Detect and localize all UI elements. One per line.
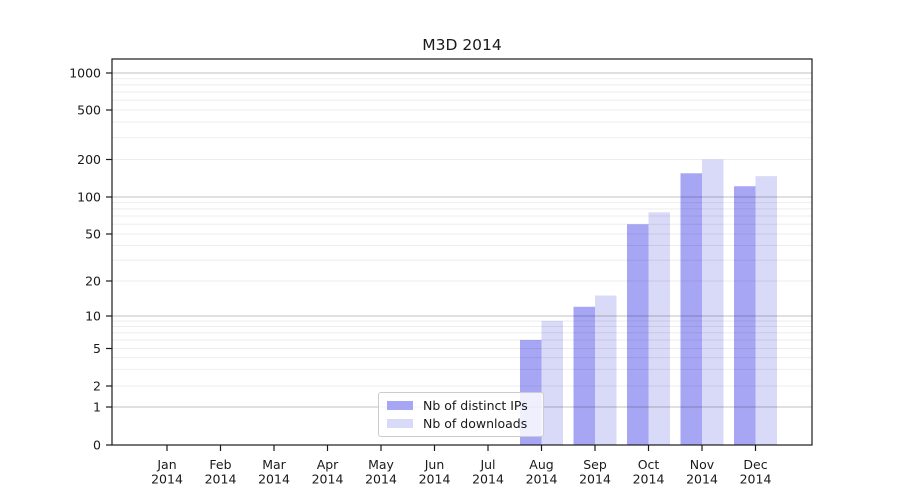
x-tick-label: Mar 2014 <box>258 457 290 487</box>
y-tick-label: 10 <box>85 309 101 324</box>
chart-legend: Nb of distinct IPs Nb of downloads <box>378 392 544 437</box>
bar-downloads-oct <box>648 212 670 445</box>
y-tick-label: 50 <box>85 227 101 242</box>
bar-distinct-ips-nov <box>680 173 702 445</box>
y-tick-label: 2 <box>93 379 101 394</box>
legend-label-downloads: Nb of downloads <box>423 415 528 431</box>
legend-label-distinct-ips: Nb of distinct IPs <box>423 398 528 414</box>
y-tick-label: 100 <box>77 190 101 205</box>
x-tick-label: May 2014 <box>365 457 397 487</box>
legend-swatch-downloads-icon <box>387 418 413 428</box>
y-tick-label: 1 <box>93 400 101 415</box>
bar-downloads-sep <box>595 295 617 445</box>
legend-swatch-distinct-ips-icon <box>387 401 413 411</box>
x-tick-label: Sep 2014 <box>579 457 611 487</box>
x-tick-label: Apr 2014 <box>312 457 344 487</box>
bar-downloads-dec <box>755 176 777 445</box>
x-tick-label: Feb 2014 <box>205 457 237 487</box>
bar-distinct-ips-dec <box>734 186 756 446</box>
x-tick-label: Jan 2014 <box>151 457 183 487</box>
bar-downloads-aug <box>541 320 563 445</box>
bar-distinct-ips-oct <box>627 224 649 445</box>
x-tick-label: Jul 2014 <box>472 457 504 487</box>
bar-downloads-nov <box>702 159 724 445</box>
bar-distinct-ips-sep <box>573 306 595 445</box>
y-tick-label: 500 <box>77 103 101 118</box>
chart-title: M3D 2014 <box>422 36 502 54</box>
y-tick-label: 1000 <box>69 66 101 81</box>
x-tick-label: Aug 2014 <box>526 457 558 487</box>
y-tick-label: 20 <box>85 274 101 289</box>
y-tick-label: 0 <box>93 438 101 453</box>
y-tick-label: 200 <box>77 152 101 167</box>
plot-border <box>111 58 813 446</box>
legend-item-downloads: Nb of downloads <box>387 415 535 432</box>
x-tick-label: Nov 2014 <box>686 457 718 487</box>
x-tick-label: Dec 2014 <box>740 457 772 487</box>
x-tick-label: Oct 2014 <box>633 457 665 487</box>
y-tick-label: 5 <box>93 341 101 356</box>
legend-item-distinct-ips: Nb of distinct IPs <box>387 397 535 414</box>
x-tick-label: Jun 2014 <box>419 457 451 487</box>
